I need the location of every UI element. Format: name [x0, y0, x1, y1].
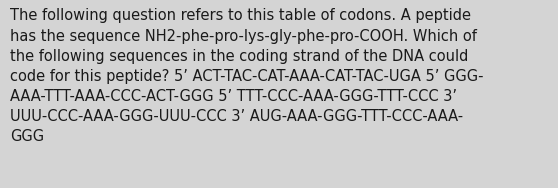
- Text: The following question refers to this table of codons. A peptide
has the sequenc: The following question refers to this ta…: [10, 8, 484, 144]
